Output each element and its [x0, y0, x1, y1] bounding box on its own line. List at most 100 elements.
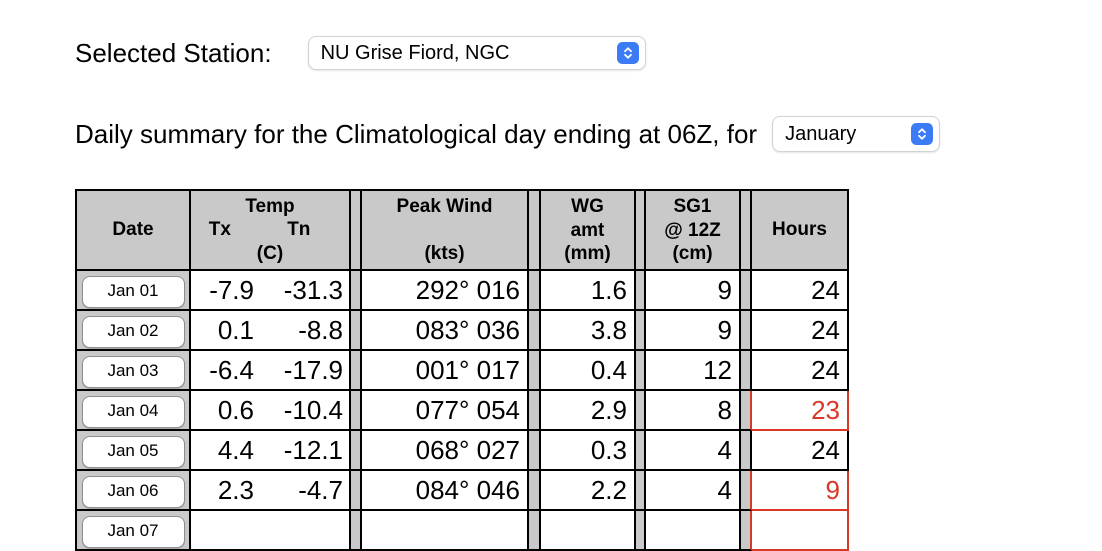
- separator-cell: [351, 271, 362, 311]
- select-chevrons-icon: [616, 42, 639, 64]
- date-cell: Jan 06: [77, 471, 191, 511]
- tx-value: 0.6: [217, 394, 254, 425]
- table-row: Jan 06 2.3 -4.7 084° 046 2.2 4 9: [77, 471, 849, 511]
- separator-cell: [529, 511, 541, 551]
- date-button[interactable]: Jan 04: [81, 396, 185, 428]
- temp-cell: 4.4 -12.1: [191, 431, 351, 471]
- separator-cell: [351, 431, 362, 471]
- date-button[interactable]: Jan 02: [81, 316, 185, 348]
- separator-cell: [741, 191, 752, 271]
- tn-value: -4.7: [298, 474, 343, 505]
- date-button[interactable]: Jan 06: [81, 476, 185, 508]
- header-peak-unit: (kts): [424, 243, 465, 264]
- header-sg-line1: SG1: [673, 196, 712, 217]
- sg1-value: 9: [646, 311, 741, 351]
- date-cell: Jan 02: [77, 311, 191, 351]
- month-select[interactable]: January: [772, 116, 941, 152]
- date-cell: Jan 07: [77, 511, 191, 551]
- hours-value: 24: [752, 431, 849, 471]
- header-wg-line2: amt: [570, 219, 605, 241]
- separator-cell: [741, 431, 752, 471]
- date-button[interactable]: Jan 05: [81, 436, 185, 468]
- separator-cell: [351, 191, 362, 271]
- sg1-value: 4: [646, 471, 741, 511]
- wg-amt-value: 2.2: [541, 471, 636, 511]
- table-row: Jan 07: [77, 511, 849, 551]
- temp-cell: -6.4 -17.9: [191, 351, 351, 391]
- hours-value: 9: [752, 471, 849, 511]
- separator-cell: [741, 391, 752, 431]
- header-wg-unit: (mm): [564, 243, 611, 264]
- tn-value: -12.1: [283, 434, 343, 465]
- separator-cell: [636, 311, 646, 351]
- tx-value: 0.1: [217, 314, 254, 345]
- separator-cell: [741, 271, 752, 311]
- separator-cell: [529, 191, 541, 271]
- wg-amt-value: 0.4: [541, 351, 636, 391]
- sg1-value: 8: [646, 391, 741, 431]
- date-cell: Jan 03: [77, 351, 191, 391]
- tn-value: -17.9: [283, 354, 343, 385]
- table-row: Jan 02 0.1 -8.8 083° 036 3.8 9 24: [77, 311, 849, 351]
- header-sg-line2: @ 12Z: [664, 219, 721, 241]
- date-button[interactable]: Jan 07: [81, 516, 185, 548]
- separator-cell: [529, 271, 541, 311]
- month-select-value: January: [785, 122, 857, 145]
- wg-amt-value: 1.6: [541, 271, 636, 311]
- header-hours: Hours: [752, 191, 849, 271]
- peak-wind-value: 077° 054: [362, 391, 529, 431]
- separator-cell: [529, 431, 541, 471]
- hours-value: 23: [752, 391, 849, 431]
- separator-cell: [741, 511, 752, 551]
- wg-amt-value: 0.3: [541, 431, 636, 471]
- header-sg1: SG1 @ 12Z (cm): [646, 191, 741, 271]
- tn-value: -10.4: [283, 394, 343, 425]
- header-peak-title: Peak Wind: [396, 196, 493, 217]
- peak-wind-value: 084° 046: [362, 471, 529, 511]
- date-button[interactable]: Jan 03: [81, 356, 185, 388]
- separator-cell: [529, 351, 541, 391]
- date-cell: Jan 01: [77, 271, 191, 311]
- tx-value: -7.9: [209, 274, 254, 305]
- sg1-value: 4: [646, 431, 741, 471]
- wg-amt-value: [541, 511, 636, 551]
- sg1-value: [646, 511, 741, 551]
- separator-cell: [351, 511, 362, 551]
- separator-cell: [351, 351, 362, 391]
- selected-station-label: Selected Station:: [75, 37, 272, 68]
- station-select-value: NU Grise Fiord, NGC: [320, 41, 510, 64]
- station-row: Selected Station: NU Grise Fiord, NGC: [75, 36, 1102, 70]
- daily-summary-label: Daily summary for the Climatological day…: [75, 118, 758, 149]
- header-peak-wind: Peak Wind (kts): [362, 191, 529, 271]
- separator-cell: [741, 471, 752, 511]
- peak-wind-value: 068° 027: [362, 431, 529, 471]
- wg-amt-value: 3.8: [541, 311, 636, 351]
- separator-cell: [636, 511, 646, 551]
- temp-cell: [191, 511, 351, 551]
- station-select[interactable]: NU Grise Fiord, NGC: [307, 36, 646, 70]
- hours-value: 24: [752, 351, 849, 391]
- date-button[interactable]: Jan 01: [81, 276, 185, 308]
- hours-value: 24: [752, 271, 849, 311]
- tx-value: 4.4: [217, 434, 254, 465]
- daily-summary-table: Date Temp Tx Tn (C) Peak Wind: [75, 189, 849, 551]
- separator-cell: [636, 391, 646, 431]
- temp-cell: 0.1 -8.8: [191, 311, 351, 351]
- separator-cell: [636, 351, 646, 391]
- tx-value: 2.3: [217, 474, 254, 505]
- separator-cell: [636, 271, 646, 311]
- header-temp-title: Temp: [245, 196, 295, 217]
- header-date: Date: [77, 191, 191, 271]
- header-wg: WG amt (mm): [541, 191, 636, 271]
- header-temp: Temp Tx Tn (C): [191, 191, 351, 271]
- date-cell: Jan 05: [77, 431, 191, 471]
- tx-value: -6.4: [209, 354, 254, 385]
- peak-wind-value: 001° 017: [362, 351, 529, 391]
- peak-wind-value: [362, 511, 529, 551]
- sg1-value: 12: [646, 351, 741, 391]
- wg-amt-value: 2.9: [541, 391, 636, 431]
- peak-wind-value: 083° 036: [362, 311, 529, 351]
- separator-cell: [351, 311, 362, 351]
- temp-cell: 2.3 -4.7: [191, 471, 351, 511]
